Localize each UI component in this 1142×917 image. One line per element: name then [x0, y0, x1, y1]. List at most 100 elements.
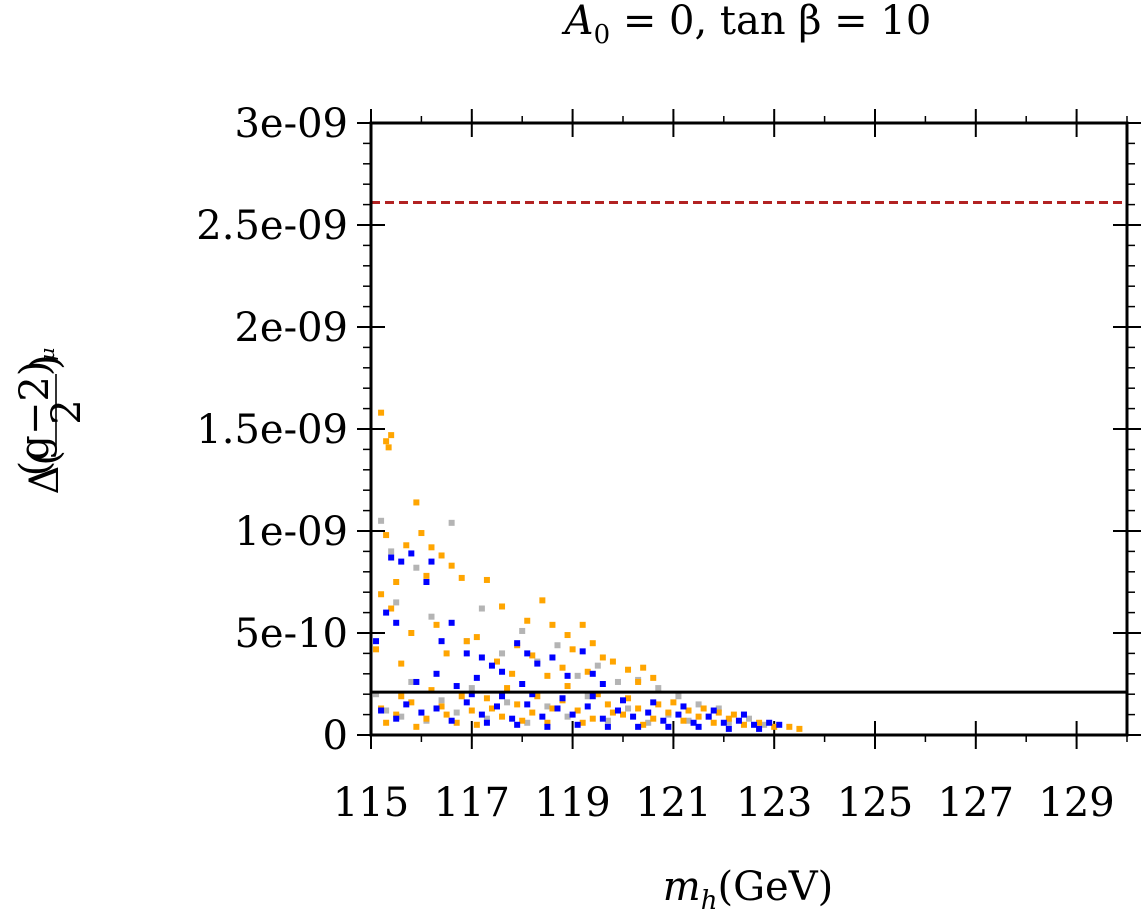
- data-point: [640, 664, 647, 671]
- data-point: [413, 499, 420, 506]
- data-point: [564, 672, 571, 679]
- data-point: [443, 650, 450, 657]
- y-label-num-sub: μ: [35, 348, 59, 361]
- data-point: [655, 701, 662, 708]
- data-point: [589, 640, 596, 647]
- chart-title: A0 = 0, tan β = 10: [561, 0, 932, 50]
- data-point: [685, 717, 692, 724]
- data-point: [680, 717, 687, 724]
- data-point: [413, 723, 420, 730]
- data-point: [594, 662, 601, 669]
- data-point: [499, 668, 506, 675]
- data-point: [378, 409, 385, 416]
- data-point: [609, 658, 616, 665]
- data-point: [675, 711, 682, 718]
- data-point: [640, 721, 647, 728]
- data-point: [524, 701, 531, 708]
- data-point: [473, 634, 480, 641]
- title-main: A: [561, 0, 594, 44]
- data-point: [650, 715, 657, 722]
- data-point: [635, 723, 642, 730]
- blue-points: [373, 550, 783, 732]
- y-label-numerator: (g−2)μ: [12, 348, 59, 477]
- y-label-prefix: Δ(: [22, 450, 68, 495]
- data-point: [383, 707, 390, 714]
- data-point: [519, 627, 526, 634]
- data-point: [740, 721, 747, 728]
- data-point: [549, 654, 556, 661]
- data-point: [483, 576, 490, 583]
- data-point: [448, 717, 455, 724]
- y-tick-label: 5e-10: [234, 611, 348, 657]
- data-point: [771, 723, 778, 730]
- title-sub: 0: [594, 20, 611, 50]
- data-point: [494, 703, 500, 710]
- data-point: [403, 542, 410, 549]
- data-point: [680, 703, 687, 710]
- data-point: [594, 691, 601, 698]
- data-point: [408, 630, 415, 636]
- data-point: [715, 709, 722, 716]
- data-point: [383, 719, 390, 726]
- data-point: [468, 707, 475, 714]
- data-point: [529, 709, 536, 716]
- data-point: [378, 707, 385, 714]
- data-point: [700, 705, 707, 712]
- orange-points: [373, 409, 803, 732]
- data-point: [408, 699, 415, 706]
- x-tick-label: 125: [837, 780, 913, 826]
- data-point: [413, 564, 420, 571]
- data-point: [378, 591, 385, 598]
- data-point: [438, 697, 445, 704]
- x-tick-label: 115: [333, 780, 409, 826]
- data-point: [383, 609, 390, 616]
- x-tick-label: 119: [534, 780, 610, 826]
- data-point: [468, 691, 475, 698]
- data-point: [599, 681, 606, 687]
- data-point: [413, 678, 420, 685]
- y-tick-label: 0: [323, 713, 348, 759]
- data-point: [635, 705, 642, 712]
- data-point: [438, 552, 445, 559]
- data-point: [614, 707, 621, 714]
- reference-lines-layer: [371, 201, 1127, 694]
- data-point: [385, 444, 392, 451]
- data-point: [645, 719, 652, 726]
- y-label-num-main: (g−2): [12, 361, 58, 477]
- data-point: [670, 699, 677, 706]
- data-point: [388, 432, 395, 439]
- data-point: [650, 699, 657, 706]
- data-point: [544, 672, 551, 679]
- data-point: [604, 701, 611, 708]
- data-point: [604, 723, 611, 730]
- x-tick-label: 129: [1038, 780, 1114, 826]
- data-point: [453, 709, 460, 716]
- data-point: [695, 713, 702, 720]
- y-label-suffix: ): [22, 354, 68, 370]
- data-point: [463, 650, 470, 657]
- data-point: [463, 638, 470, 645]
- data-point: [751, 721, 758, 728]
- data-point: [458, 574, 465, 581]
- y-label-denominator: 2: [44, 399, 90, 424]
- data-point: [609, 709, 616, 716]
- data-point: [423, 572, 430, 579]
- data-point: [655, 685, 662, 692]
- data-point: [574, 707, 581, 714]
- data-point: [665, 709, 672, 716]
- data-point: [393, 599, 400, 606]
- data-point: [499, 693, 506, 700]
- data-point: [776, 721, 783, 728]
- plot-frame: [369, 121, 1129, 737]
- data-point: [524, 617, 531, 624]
- data-point: [483, 695, 490, 702]
- title-rest: = 0, tan β = 10: [610, 0, 931, 44]
- data-point: [645, 709, 652, 716]
- y-tick-label: 1.5e-09: [196, 407, 348, 453]
- data-point: [398, 693, 405, 700]
- x-axis-label: mh(GeV): [663, 864, 833, 916]
- data-point: [504, 699, 511, 706]
- ticks-layer: [357, 109, 1141, 749]
- data-point: [584, 703, 591, 710]
- data-point: [393, 715, 400, 722]
